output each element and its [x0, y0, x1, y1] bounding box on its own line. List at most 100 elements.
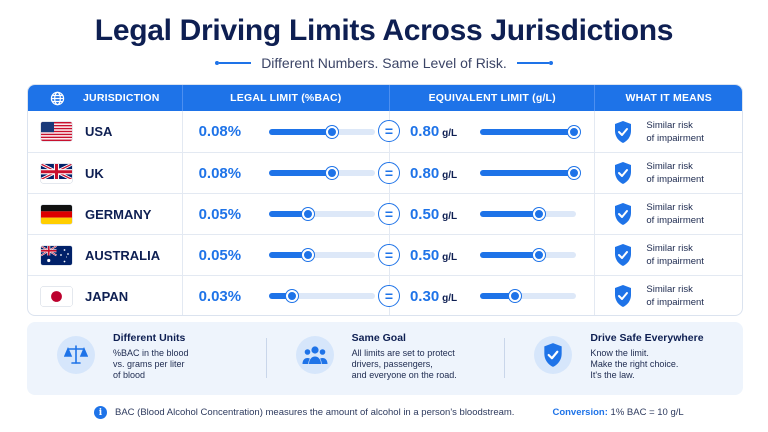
conversion-note: Conversion: 1% BAC = 10 g/L [552, 407, 683, 418]
equivalent-limit-cell: = 0.80 g/L [377, 153, 596, 193]
gl-value-group: 0.80 g/L [410, 165, 468, 182]
gl-unit: g/L [442, 292, 458, 304]
meaning-line-1: Similar risk [646, 202, 693, 213]
bac-level-fill [268, 128, 333, 135]
gl-unit: g/L [442, 210, 458, 222]
legal-limit-cell: 0.05% [183, 194, 390, 234]
column-label-legal-limit: LEGAL LIMIT (%BAC) [230, 92, 342, 104]
legal-limit-cell: 0.05% [183, 235, 390, 275]
bac-level-marker [326, 167, 339, 179]
meaning-cell: Similar risk of impairment [595, 153, 742, 193]
equivalent-limit-cell: = 0.30 g/L [377, 276, 596, 315]
meaning-text: Similar risk of impairment [646, 283, 704, 309]
gl-level-fill [479, 252, 539, 258]
shield-check-icon [613, 120, 633, 144]
legal-limit-cell: 0.08% [183, 111, 390, 152]
bac-level-fill [268, 252, 309, 258]
gl-value-group: 0.30 g/L [410, 288, 468, 305]
gl-level-bar [479, 208, 576, 220]
info-block-units: Different Units %BAC in the blood vs. gr… [27, 322, 266, 395]
equivalent-limit-cell: = 0.80 g/L [377, 111, 596, 152]
gl-level-fill [479, 293, 516, 299]
globe-icon [50, 91, 65, 105]
gl-level-bar [479, 167, 580, 179]
info-text-drive-safe: Know the limit. Make the right choice. I… [590, 348, 679, 380]
column-header-jurisdiction: JURISDICTION [28, 85, 183, 111]
bac-level-marker [302, 208, 315, 220]
germany-flag [41, 204, 72, 224]
equivalent-limit-cell: = 0.50 g/L [377, 235, 596, 275]
gl-level-bar [479, 125, 580, 138]
country-name: GERMANY [85, 206, 152, 222]
australia-flag [41, 245, 72, 265]
subtitle-left-rule [215, 61, 252, 65]
scale-icon [57, 336, 95, 374]
page-title: Legal Driving Limits Across Jurisdiction… [94, 14, 674, 47]
bac-value: 0.08% [198, 164, 242, 182]
table-row: UK 0.08% = 0.80 g/L Similar risk of impairment [28, 152, 742, 193]
bac-value: 0.08% [198, 123, 242, 140]
japan-flag [41, 286, 72, 306]
meaning-line-1: Similar risk [646, 119, 693, 131]
gl-value: 0.50 [409, 205, 440, 223]
footer: i BAC (Blood Alcohol Concentration) meas… [94, 406, 734, 419]
column-header-means: WHAT IT MEANS [595, 85, 742, 111]
gl-value-group: 0.50 g/L [410, 206, 468, 223]
table-row: JAPAN 0.03% = 0.30 g/L Similar risk of impairm… [28, 275, 742, 315]
gl-level-bar [479, 249, 576, 261]
bac-value: 0.05% [198, 205, 242, 223]
gl-value-group: 0.80 g/L [410, 123, 468, 140]
table-row: GERMANY 0.05% = 0.50 g/L Similar risk of impai… [28, 193, 742, 234]
people-icon [295, 336, 334, 374]
jurisdiction-cell: GERMANY [28, 194, 183, 234]
conversion-label: Conversion: [552, 407, 608, 418]
gl-unit: g/L [442, 128, 458, 139]
gl-level-fill [479, 211, 539, 217]
jurisdiction-cell: UK [28, 153, 183, 193]
column-label-means: WHAT IT MEANS [625, 92, 712, 104]
column-header-equivalent: EQUIVALENT LIMIT (g/L) [390, 85, 596, 111]
subtitle-right-rule [516, 61, 553, 65]
bac-level-marker [326, 125, 339, 138]
shield-check-icon [613, 202, 633, 226]
table-header: JURISDICTION LEGAL LIMIT (%BAC) EQUIVALE… [28, 85, 742, 111]
jurisdiction-cell: USA [28, 111, 183, 152]
shield-check-icon [613, 284, 633, 308]
country-name: AUSTRALIA [85, 247, 161, 263]
meaning-line-2: of impairment [646, 256, 704, 267]
table-row: USA 0.08% = 0.80 g/L Similar risk of impairmen… [28, 111, 742, 152]
bac-value: 0.03% [198, 287, 242, 305]
meaning-cell: Similar risk of impairment [595, 194, 742, 234]
limits-table: JURISDICTION LEGAL LIMIT (%BAC) EQUIVALE… [27, 84, 743, 316]
info-title-goal: Same Goal [351, 332, 406, 344]
uk-flag [41, 163, 72, 183]
page-subtitle: Different Numbers. Same Level of Risk. [261, 55, 507, 71]
info-block-goal: Same Goal All limits are set to protect … [265, 322, 505, 395]
bac-level-fill [268, 170, 333, 176]
subtitle-row: Different Numbers. Same Level of Risk. [0, 55, 768, 71]
gl-unit: g/L [442, 251, 458, 263]
gl-level-marker [567, 125, 580, 138]
meaning-line-2: of impairment [646, 297, 704, 308]
meaning-text: Similar risk of impairment [646, 160, 704, 186]
bac-level-fill [268, 293, 293, 299]
meaning-line-2: of impairment [646, 132, 704, 144]
gl-value: 0.80 [409, 123, 440, 140]
meaning-text: Similar risk of impairment [646, 242, 704, 268]
info-title-units: Different Units [113, 332, 186, 344]
meaning-cell: Similar risk of impairment [595, 235, 742, 275]
meaning-line-1: Similar risk [646, 284, 693, 295]
equals-icon: = [377, 244, 400, 266]
bac-level-marker [302, 249, 315, 261]
info-block-drive-safe: Drive Safe Everywhere Know the limit. Ma… [504, 322, 743, 395]
meaning-cell: Similar risk of impairment [595, 111, 742, 152]
gl-level-fill [479, 128, 574, 135]
usa-flag [41, 122, 72, 141]
shield-check-icon [613, 161, 633, 185]
gl-level-marker [532, 208, 545, 220]
meaning-line-1: Similar risk [646, 161, 693, 172]
conversion-value: 1% BAC = 10 g/L [610, 407, 684, 418]
meaning-line-2: of impairment [646, 215, 704, 226]
jurisdiction-cell: AUSTRALIA [28, 235, 183, 275]
column-header-legal-limit: LEGAL LIMIT (%BAC) [183, 85, 391, 111]
